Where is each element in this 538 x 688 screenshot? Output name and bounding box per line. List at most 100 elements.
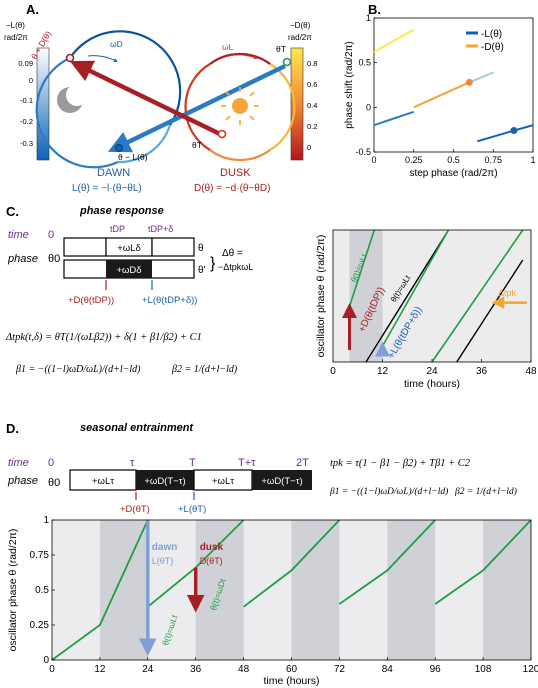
- theta-t-top-marker: [282, 57, 292, 67]
- x-tick-label: 0: [371, 155, 376, 165]
- day-band: [243, 520, 292, 660]
- dusk-circle-right-arc: [269, 63, 296, 151]
- right-colorbar-label-2: rad/2π: [288, 33, 312, 42]
- day-band: [147, 520, 196, 660]
- x-tick-label: 36: [190, 664, 202, 675]
- dawn-circle-left-arc: [35, 57, 119, 169]
- x-tick-label: 24: [142, 664, 154, 675]
- left-colorbar-label-2: rad/2π: [4, 33, 28, 42]
- c-bottom-bar-dark: [106, 260, 152, 278]
- d-T-plus-tau: T+τ: [238, 457, 256, 469]
- black-phase-line: [456, 259, 524, 363]
- label-omega-l: ωL: [222, 42, 234, 52]
- dusk-circle-left-arc: [184, 63, 211, 151]
- y-tick-label: 0.5: [358, 58, 371, 68]
- c-top-bar-left: [63, 237, 107, 257]
- omega-l-arrow: [227, 54, 258, 60]
- d-box-1-label: +ωLτ: [92, 476, 114, 487]
- d-pulse-l: +L(θT): [178, 504, 206, 515]
- dusk-label: dusk: [200, 542, 224, 553]
- c-box-bottom: +ωDδ: [116, 265, 141, 276]
- c-t-dp: tDP: [110, 224, 125, 234]
- panel-c: C. phase response time 0 tDP tDP+δ phase…: [5, 204, 537, 390]
- y-tick-label: 0: [366, 102, 371, 112]
- red-transition-arrow: [69, 60, 221, 137]
- chart-b-frame: [373, 17, 534, 153]
- label-theta-t-bottom: θT: [192, 140, 202, 150]
- c-theta-prime: θ': [198, 265, 206, 276]
- y-tick-label: 0.75: [30, 550, 50, 561]
- series-line-l: [373, 110, 415, 127]
- data-marker: [510, 127, 518, 135]
- d-phase-label: phase: [7, 475, 38, 487]
- d-equation-beta2: β2 = 1/(d+l−ld): [454, 486, 517, 497]
- y-axis-label: phase shift (rad/2π): [344, 41, 355, 129]
- panel-a: A. −L(θ) rad/2π 0.09 0 -0.1 -0.2 -0.3 −D…: [4, 2, 317, 194]
- x-tick-label: 48: [525, 366, 537, 377]
- x-tick-label: 12: [94, 664, 106, 675]
- theta-t-marker: [217, 129, 227, 139]
- d-box-4: [252, 470, 312, 490]
- night-band: [483, 520, 531, 660]
- c-pulse-l: +L(θ(tDP+δ)): [142, 295, 197, 306]
- phase-line: [243, 519, 341, 608]
- dusk-arrow-label: D(θT): [200, 556, 223, 566]
- d-tau: τ: [130, 457, 135, 469]
- x-tick-label: 36: [476, 366, 488, 377]
- moon-icon: [57, 84, 88, 113]
- y-axis-label: oscillator phase θ (rad/2π): [315, 235, 327, 358]
- panel-b-letter: B.: [368, 2, 381, 17]
- dawn-arrow-label: L(θT): [152, 556, 174, 566]
- right-colorbar: [290, 47, 304, 161]
- y-tick-label: 1: [366, 13, 371, 23]
- x-axis-label: time (hours): [404, 378, 460, 390]
- chart-c-dark-band: [349, 230, 383, 362]
- night-band: [99, 520, 148, 660]
- x-tick-label: 0: [49, 664, 55, 675]
- panel-c-letter: C.: [6, 204, 19, 219]
- label-theta-t-minus-l: θ − L(θ): [118, 152, 148, 162]
- x-tick-label: 72: [334, 664, 346, 675]
- y-tick-label: -0.5: [355, 147, 371, 157]
- theta-d-marker: [65, 53, 75, 63]
- d-2T: 2T: [296, 457, 309, 469]
- night-band: [387, 520, 436, 660]
- c-delta-theta-rhs: −ΔtpkωL: [218, 262, 253, 272]
- series-line-d: [373, 28, 415, 53]
- panel-d-letter: D.: [6, 421, 19, 436]
- d-box-4-label: +ωD(T−τ): [261, 476, 302, 487]
- x-tick-label: 1: [530, 155, 535, 165]
- panel-a-letter: A.: [26, 2, 39, 17]
- y-tick-label: 1: [43, 515, 49, 526]
- x-tick-label: 0.5: [447, 155, 460, 165]
- c-phase-label: phase: [7, 253, 38, 265]
- right-colorbar-label-1: −D(θ): [290, 21, 311, 30]
- day-band: [339, 520, 388, 660]
- d-time-zero: 0: [48, 457, 54, 469]
- left-cb-tick-4: -0.3: [20, 139, 33, 148]
- series-line-l-light: [469, 71, 494, 84]
- c-equation-beta2: β2 = 1/(d+l−ld): [171, 364, 238, 375]
- dawn-label: DAWN: [97, 167, 130, 179]
- c-t-dp-delta: tDP+δ: [148, 224, 173, 234]
- night-band: [291, 520, 340, 660]
- y-axis-label: oscillator phase θ (rad/2π): [7, 529, 19, 652]
- panel-c-title: phase response: [79, 205, 164, 217]
- right-cb-tick-2: 0.4: [307, 101, 317, 110]
- x-axis-label: time (hours): [263, 675, 319, 687]
- d-box-3-label: +ωLτ: [212, 476, 234, 487]
- left-colorbar-label-1: −L(θ): [6, 21, 25, 30]
- c-time-zero: 0: [48, 229, 54, 241]
- data-marker: [465, 78, 473, 86]
- phase-line: [434, 519, 532, 605]
- d-pulse-d: +D(θT): [120, 504, 150, 515]
- x-tick-label: 84: [382, 664, 394, 675]
- dawn-circle-bottom-arc: [117, 124, 172, 164]
- legend-label: -D(θ): [481, 42, 504, 53]
- d-T: T: [189, 457, 196, 469]
